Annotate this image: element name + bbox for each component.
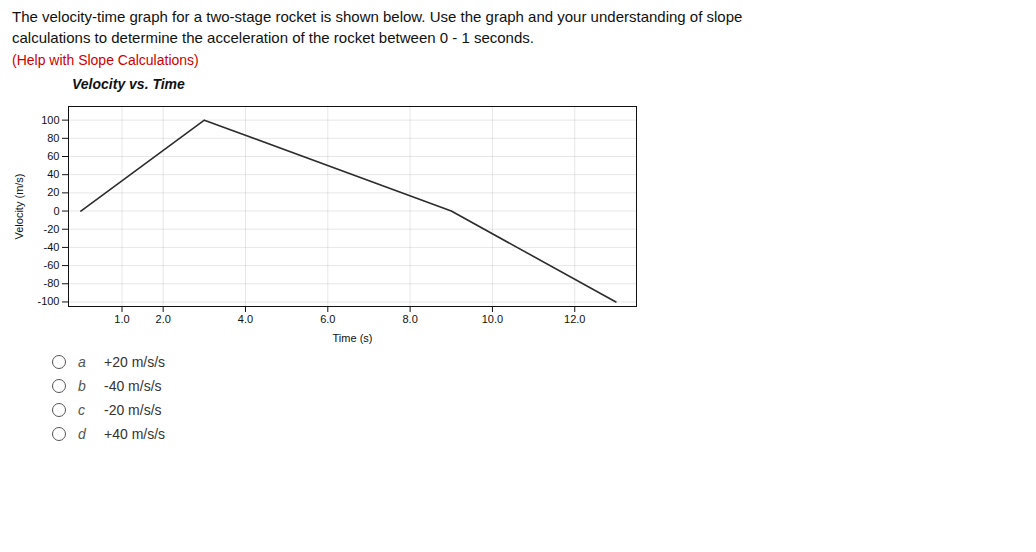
- html-text:-40 m/s/s: -40 m/s/s: [104, 378, 162, 394]
- svg-text:Velocity (m/s): Velocity (m/s): [13, 173, 25, 239]
- svg-text:8.0: 8.0: [402, 313, 417, 325]
- html-text:-20 m/s/s: -20 m/s/s: [104, 402, 162, 418]
- html-text:d: d: [78, 426, 86, 442]
- svg-text:1.0: 1.0: [114, 313, 129, 325]
- html-text:+20 m/s/s: +20 m/s/s: [104, 354, 166, 370]
- svg-text:60: 60: [47, 150, 59, 162]
- svg-text:-60: -60: [44, 259, 60, 271]
- svg-text:-40: -40: [44, 241, 60, 253]
- svg-text:0: 0: [53, 205, 59, 217]
- svg-text:-100: -100: [37, 295, 59, 307]
- html-text:a: a: [78, 354, 86, 370]
- html-text:The velocity-time graph for a: The velocity-time graph for a two-stage …: [12, 8, 743, 46]
- svg-text:10.0: 10.0: [482, 313, 503, 325]
- svg-text:2.0: 2.0: [156, 313, 171, 325]
- svg-text:-80: -80: [44, 277, 60, 289]
- svg-text:Time (s): Time (s): [333, 332, 373, 344]
- svg-text:4.0: 4.0: [238, 313, 253, 325]
- svg-text:12.0: 12.0: [564, 313, 585, 325]
- svg-text:20: 20: [47, 186, 59, 198]
- svg-text:80: 80: [47, 132, 59, 144]
- html-text:b: b: [78, 378, 86, 394]
- html-text:c: c: [78, 402, 85, 418]
- svg-text:40: 40: [47, 168, 59, 180]
- html-text:(Help with Slope Calculations): (Help with Slope Calculations): [12, 52, 199, 68]
- svg-text:100: 100: [41, 114, 59, 126]
- html-text:+40 m/s/s: +40 m/s/s: [104, 426, 166, 442]
- html-text:Velocity vs. Time: Velocity vs. Time: [72, 76, 185, 92]
- svg-text:-20: -20: [44, 223, 60, 235]
- svg-text:6.0: 6.0: [320, 313, 335, 325]
